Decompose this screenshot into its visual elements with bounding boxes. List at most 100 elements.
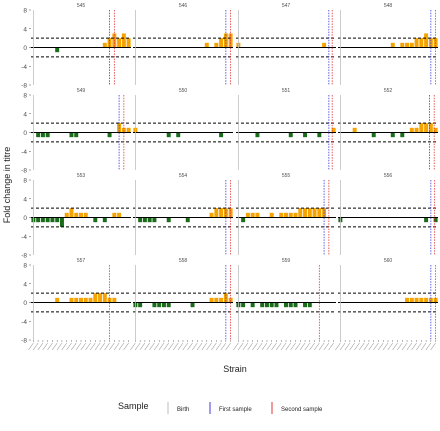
x-tick-label (314, 342, 320, 351)
legend-entry: First sample (209, 402, 252, 414)
bar (117, 212, 122, 218)
bar (419, 38, 424, 48)
bar (102, 42, 107, 48)
x-tick-label (123, 342, 129, 351)
x-tick-label (139, 342, 146, 351)
panel-556: 556 (338, 173, 438, 255)
x-tick-label (196, 342, 203, 351)
bar (245, 212, 250, 218)
bar (414, 127, 419, 133)
bar (288, 302, 293, 308)
x-tick-label (153, 342, 160, 351)
y-tick-label: -8 (21, 338, 27, 345)
x-tick-label (51, 342, 58, 351)
x-tick-label (113, 342, 120, 351)
bar (107, 132, 112, 138)
bar (55, 217, 60, 223)
x-tick-label (80, 342, 87, 351)
x-tick-label (37, 342, 44, 351)
panel-545: 545 -8 -4 0 4 8 (21, 3, 131, 90)
bar (55, 297, 60, 303)
bar (428, 123, 433, 133)
x-tick-label (392, 342, 398, 351)
y-axis-label: Fold change in titre (2, 147, 12, 224)
y-tick-label: 4 (23, 196, 27, 203)
y-tick-label: 8 (23, 8, 27, 15)
x-tick-label (271, 342, 277, 351)
x-tick-label (215, 342, 222, 351)
x-tick-label (411, 342, 417, 351)
bar (419, 123, 424, 133)
bar (219, 132, 224, 138)
x-tick-label (349, 342, 355, 351)
x-tick-label (85, 342, 91, 351)
bar (317, 132, 322, 138)
x-tick-label (118, 342, 125, 351)
x-tick-label (335, 342, 341, 351)
x-tick-label (377, 342, 384, 351)
bar (312, 208, 317, 218)
panel-title: 553 (77, 173, 86, 179)
panel-547: 547 (236, 3, 336, 85)
bar (214, 297, 219, 303)
x-tick-label (237, 342, 244, 351)
panel-title: 550 (179, 88, 188, 94)
bar (112, 212, 117, 218)
y-tick-label: -8 (21, 83, 27, 90)
bar (414, 38, 419, 48)
y-tick-label: 4 (23, 26, 27, 33)
bar (69, 132, 74, 138)
bar (176, 132, 181, 138)
x-tick-label (66, 342, 72, 351)
bar (36, 217, 41, 223)
bar (219, 208, 224, 218)
y-tick-label: 0 (23, 130, 27, 137)
x-tick-label (47, 342, 53, 351)
x-tick-label (28, 342, 34, 351)
bar (269, 212, 274, 218)
bar (307, 302, 312, 308)
bar (93, 293, 98, 303)
bar (59, 217, 64, 227)
x-tick-label (94, 342, 101, 351)
x-tick-label (247, 342, 253, 351)
panel-551: 551 (236, 88, 336, 170)
x-tick-label (225, 342, 231, 351)
panel-560: 560 (335, 258, 438, 351)
x-tick-label (299, 342, 306, 351)
legend-label: Birth (177, 407, 189, 413)
x-tick-label (42, 342, 48, 351)
legend-entry: Second sample (271, 402, 323, 414)
y-tick-label: 0 (23, 300, 27, 307)
x-tick-label (339, 342, 346, 351)
bar (288, 132, 293, 138)
bar (166, 302, 171, 308)
legend-entries: Birth First sample Second sample (167, 402, 323, 414)
bar (50, 217, 55, 223)
y-tick-label: 8 (23, 178, 27, 185)
bar (250, 302, 255, 308)
panel-553: 553 -8 -4 0 4 8 (21, 173, 131, 260)
bar (433, 217, 438, 223)
bar (93, 217, 98, 223)
x-tick-label (144, 342, 150, 351)
bar (190, 302, 195, 308)
x-tick-label (354, 342, 360, 351)
y-tick-label: -4 (21, 149, 27, 156)
panel-title: 548 (384, 3, 393, 9)
bar (161, 302, 166, 308)
panel-title: 551 (282, 88, 291, 94)
x-tick-label (109, 342, 115, 351)
panel-title: 546 (179, 3, 188, 9)
bar (74, 212, 79, 218)
panel-559: 559 (233, 258, 336, 351)
bar (322, 42, 327, 48)
bar (121, 33, 126, 48)
y-tick-label: -8 (21, 168, 27, 175)
bar (409, 297, 414, 303)
bar (117, 38, 122, 48)
x-tick-label (397, 342, 403, 351)
bar (138, 302, 143, 308)
bar (390, 132, 395, 138)
bar (74, 297, 79, 303)
